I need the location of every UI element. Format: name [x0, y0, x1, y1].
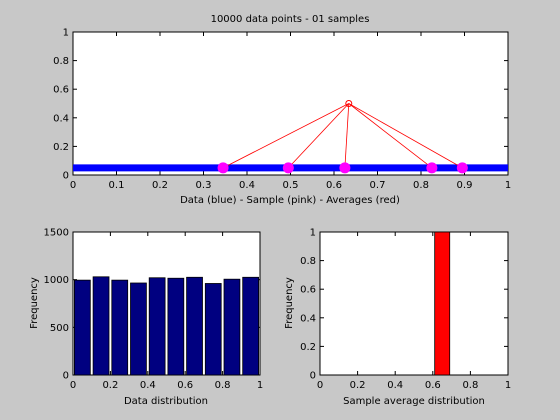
average-point [345, 100, 353, 107]
data-distribution-marks: 0 0.2 0.4 0.6 0.8 1 0 500 1000 1500 [44, 228, 264, 392]
sampling-plot-ytick-label: 0.8 [53, 56, 69, 67]
data-distribution-bar [223, 278, 241, 376]
sample-point [217, 162, 229, 174]
sample-average-xlabel: Sample average distribution [343, 396, 485, 407]
sample-average-xtick-label: 0.4 [387, 380, 403, 391]
data-distribution-bar [167, 277, 185, 376]
sample-average-xtick-label: 0.6 [425, 380, 441, 391]
sample-average-plot-area [319, 231, 509, 376]
sample-average-xtick-label: 1 [505, 380, 511, 391]
sample-average-xtick-label: 0 [317, 380, 323, 391]
sample-average-bar [434, 231, 451, 376]
sample-point [282, 162, 294, 174]
sample-to-average-line [348, 103, 433, 169]
data-distribution-bar [148, 277, 166, 376]
sample-average-ytick-label: 0.2 [300, 342, 316, 353]
sampling-plot-xtick-label: 0.2 [152, 180, 168, 191]
sample-average-ytick-label: 0.8 [300, 256, 316, 267]
sampling-plot-xtick-label: 0.6 [326, 180, 342, 191]
sampling-plot-ytick-label: 0.4 [53, 113, 69, 124]
sampling-plot-ytick-label: 0.6 [53, 85, 69, 96]
sampling-plot-xlabel: Data (blue) - Sample (pink) - Averages (… [180, 195, 400, 206]
sample-average-ytick-label: 1 [310, 228, 316, 239]
sample-average-ytick-label: 0 [310, 371, 316, 382]
data-distribution-ytick-label: 1500 [44, 228, 69, 239]
sample-point [426, 162, 438, 174]
sampling-plot-xtick-label: 0 [70, 180, 76, 191]
sample-average-ytick-label: 0.4 [300, 313, 316, 324]
data-distribution-bar [111, 279, 129, 376]
data-distribution-xtick-label: 1 [257, 380, 263, 391]
sample-average-xtick-label: 0.2 [350, 380, 366, 391]
data-distribution-xtick-label: 0.4 [140, 380, 156, 391]
sampling-plot-xtick-label: 1 [505, 180, 511, 191]
data-distribution-xtick-label: 0.6 [177, 380, 193, 391]
sampling-plot-ytick-label: 1 [63, 28, 69, 39]
sampling-plot-marks: 0 0.1 0.2 0.3 0.4 0.5 0.6 0.7 0.8 0.9 1 0 0.2 0.4 0.6 0… [53, 28, 511, 192]
data-distribution-xlabel: Data distribution [124, 396, 208, 407]
data-distribution-bar [74, 279, 91, 376]
sampling-plot-xtick-label: 0.8 [413, 180, 429, 191]
data-distribution-ytick-label: 1000 [44, 275, 69, 286]
sample-average-ytick-label: 0.6 [300, 285, 316, 296]
data-distribution-bar [92, 276, 110, 376]
data-distribution-bar [130, 282, 147, 376]
sampling-plot-title: 10000 data points - 01 samples [211, 14, 370, 25]
sampling-plot-xtick-label: 0.1 [109, 180, 125, 191]
sampling-plot-ytick-label: 0 [63, 171, 69, 182]
data-distribution-ylabel: Frequency [29, 277, 40, 329]
data-distribution-xtick-label: 0.2 [102, 380, 118, 391]
data-distribution-ytick-label: 0 [63, 371, 69, 382]
sample-to-average-line [222, 103, 349, 169]
sample-average-ylabel: Frequency [284, 277, 295, 329]
sampling-plot-xtick-label: 0.4 [239, 180, 255, 191]
data-distribution-histogram: Data distribution Frequency 0 0.2 0.4 0.6 0.… [29, 228, 263, 408]
data-distribution-bar [242, 276, 259, 376]
sample-point [339, 162, 351, 174]
sampling-plot-xtick-label: 0.3 [196, 180, 212, 191]
sample-to-average-line [288, 103, 350, 169]
data-distribution-ytick-label: 500 [50, 323, 69, 334]
sampling-plot-xtick-label: 0.7 [370, 180, 386, 191]
sampling-plot: 10000 data points - 01 samples Data (blu… [53, 14, 511, 206]
sampling-plot-ytick-label: 0.2 [53, 142, 69, 153]
data-distribution-bar [204, 283, 222, 376]
data-distribution-xtick-label: 0 [70, 380, 76, 391]
sample-average-marks: 0 0.2 0.4 0.6 0.8 1 0 0.2 0.4 0.6 0.8 1 [300, 228, 511, 392]
sampling-plot-area [72, 31, 509, 176]
data-distribution-xtick-label: 0.8 [215, 380, 231, 391]
sampling-plot-xtick-label: 0.5 [283, 180, 299, 191]
sample-average-xtick-label: 0.8 [462, 380, 478, 391]
sample-point [456, 162, 468, 174]
sampling-plot-xtick-label: 0.9 [457, 180, 473, 191]
sample-to-average-line [348, 103, 463, 169]
data-distribution-bar [186, 276, 203, 376]
sample-to-average-line [344, 103, 350, 168]
